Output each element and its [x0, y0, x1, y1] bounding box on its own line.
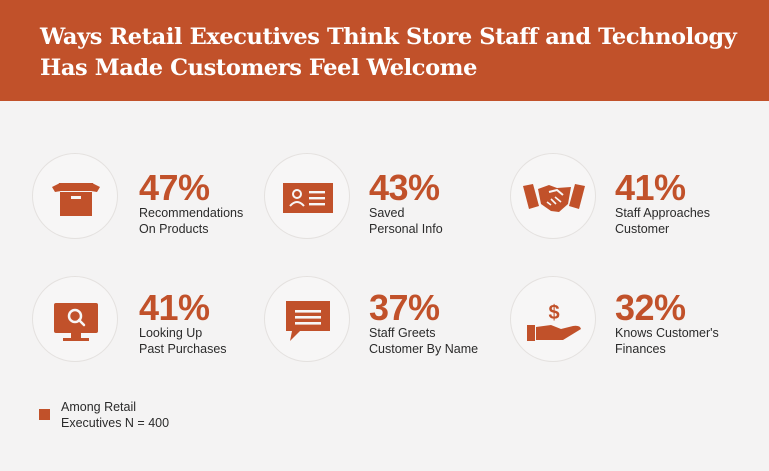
legend-swatch: [39, 409, 50, 420]
stat-value-4: 41%: [139, 287, 210, 328]
stat-value-2: 43%: [369, 167, 440, 208]
header-banner: Ways Retail Executives Think Store Staff…: [0, 0, 769, 101]
stat-label-4: Looking Up Past Purchases: [139, 326, 227, 356]
stat-label-1: Recommendations On Products: [139, 206, 244, 236]
monitor-search-icon: [32, 276, 118, 362]
handshake-icon: [510, 153, 596, 239]
svg-text:$: $: [548, 302, 559, 324]
stat-value-1: 47%: [139, 167, 210, 208]
money-hand-icon: $: [510, 276, 596, 362]
id-card-icon: [264, 153, 350, 239]
stat-label-5: Staff Greets Customer By Name: [369, 326, 479, 356]
speech-bubble-icon: [264, 276, 350, 362]
stat-label-3: Staff Approaches Customer: [615, 206, 710, 236]
chart-title: Ways Retail Executives Think Store Staff…: [40, 22, 740, 84]
stat-value-3: 41%: [615, 167, 686, 208]
legend-label: Among Retail Executives N = 400: [61, 400, 170, 430]
stat-label-6: Knows Customer's Finances: [615, 326, 719, 356]
stat-value-5: 37%: [369, 287, 440, 328]
box-icon: [32, 153, 118, 239]
title-line-1: Ways Retail Executives Think Store Staff…: [40, 24, 737, 50]
stat-value-6: 32%: [615, 287, 686, 328]
title-line-2: Has Made Customers Feel Welcome: [40, 55, 477, 81]
stat-label-2: Saved Personal Info: [369, 206, 443, 236]
